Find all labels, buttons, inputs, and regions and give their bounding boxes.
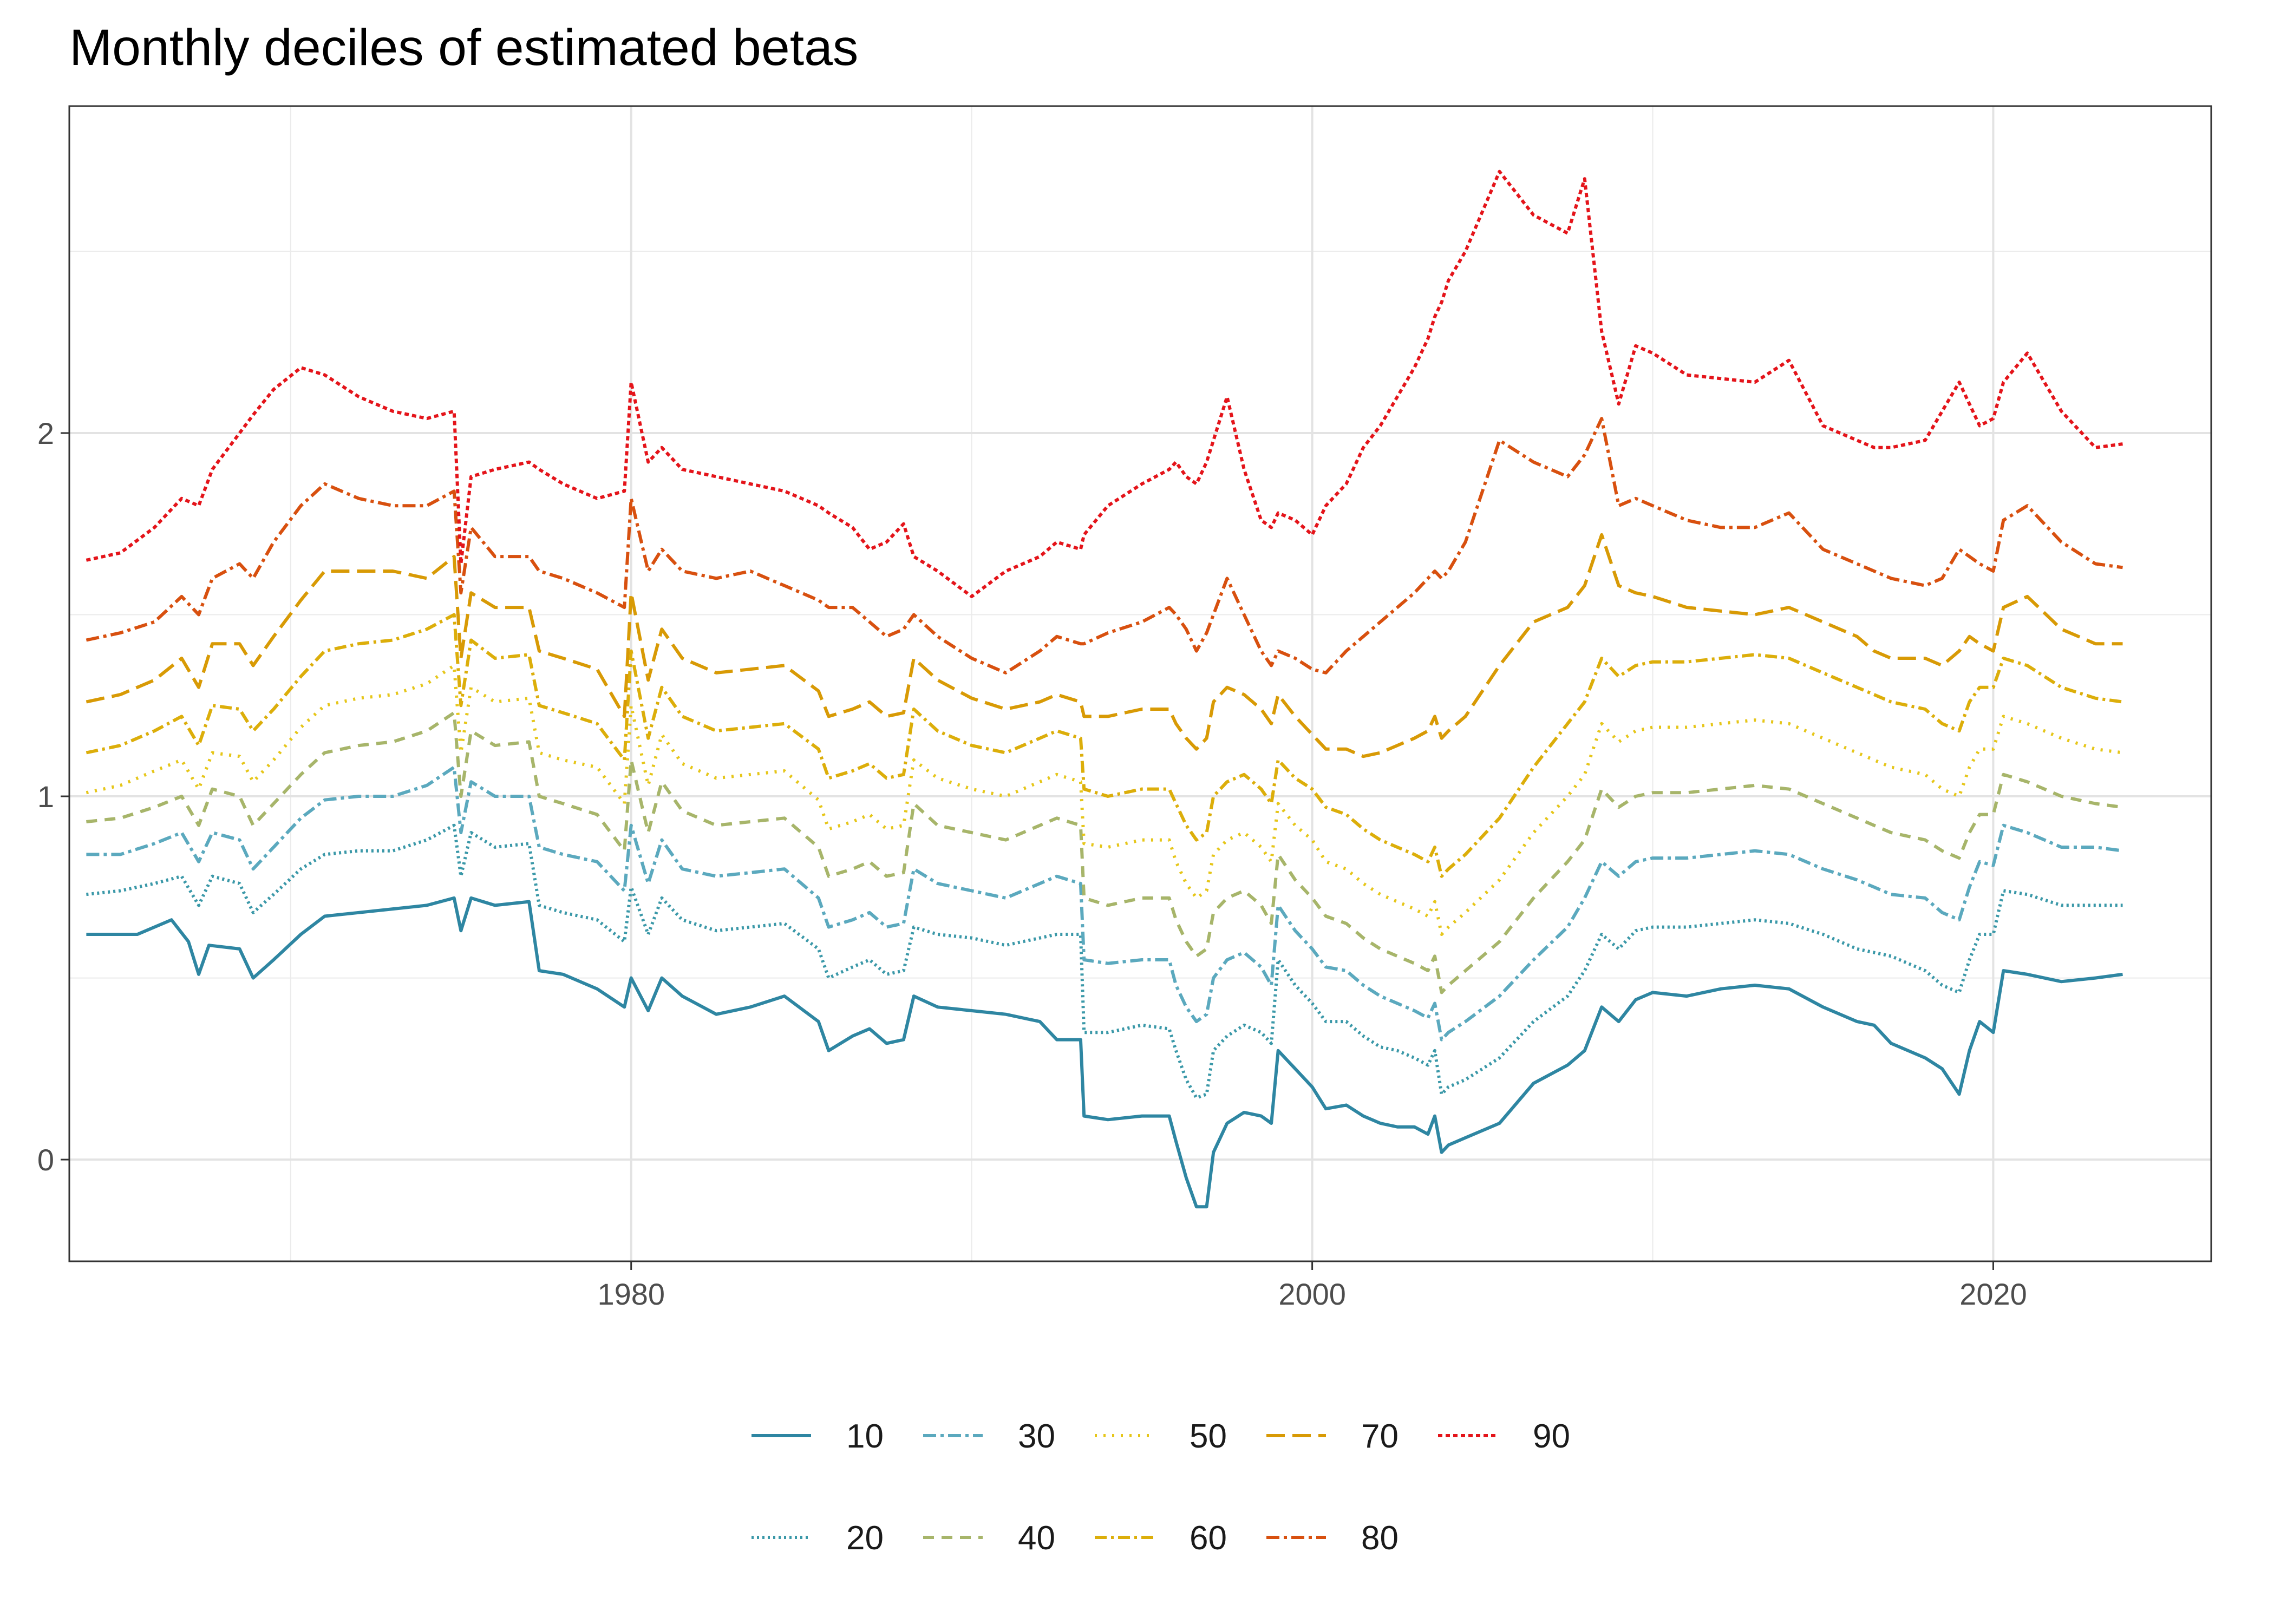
series-line-60	[86, 613, 2123, 878]
y-tick-label: 1	[37, 780, 54, 814]
series-line-50	[86, 664, 2123, 936]
y-tick-label: 2	[37, 416, 54, 450]
legend-label-80: 80	[1361, 1520, 1399, 1557]
legend-label-20: 20	[846, 1520, 884, 1557]
legend-label-30: 30	[1018, 1418, 1055, 1455]
grid-layer	[69, 106, 2211, 1261]
legend-label-50: 50	[1190, 1418, 1227, 1455]
legend-label-70: 70	[1361, 1418, 1399, 1455]
series-line-30	[86, 765, 2123, 1042]
series-line-20	[86, 823, 2123, 1099]
x-tick-label: 1980	[597, 1277, 665, 1311]
series-line-70	[86, 533, 2123, 758]
y-tick-label: 0	[37, 1143, 54, 1177]
series-line-10	[86, 896, 2123, 1209]
x-tick-label: 2000	[1278, 1277, 1346, 1311]
legend-layer: 10 20 30 40 50 60 70 80 90	[752, 1418, 1570, 1557]
series-line-80	[86, 417, 2123, 675]
legend-label-90: 90	[1533, 1418, 1570, 1455]
series-layer	[86, 169, 2123, 1209]
series-line-40	[86, 711, 2123, 994]
x-tick-label: 2020	[1959, 1277, 2027, 1311]
axis-layer: 1980 2000 2020 0 1 2	[37, 416, 2027, 1311]
series-line-90	[86, 169, 2123, 598]
legend-label-40: 40	[1018, 1520, 1055, 1557]
legend-label-60: 60	[1190, 1520, 1227, 1557]
legend-label-10: 10	[846, 1418, 884, 1455]
plot-background	[69, 106, 2211, 1261]
chart-title: Monthly deciles of estimated betas	[69, 19, 859, 76]
plot-border	[68, 105, 2212, 1262]
